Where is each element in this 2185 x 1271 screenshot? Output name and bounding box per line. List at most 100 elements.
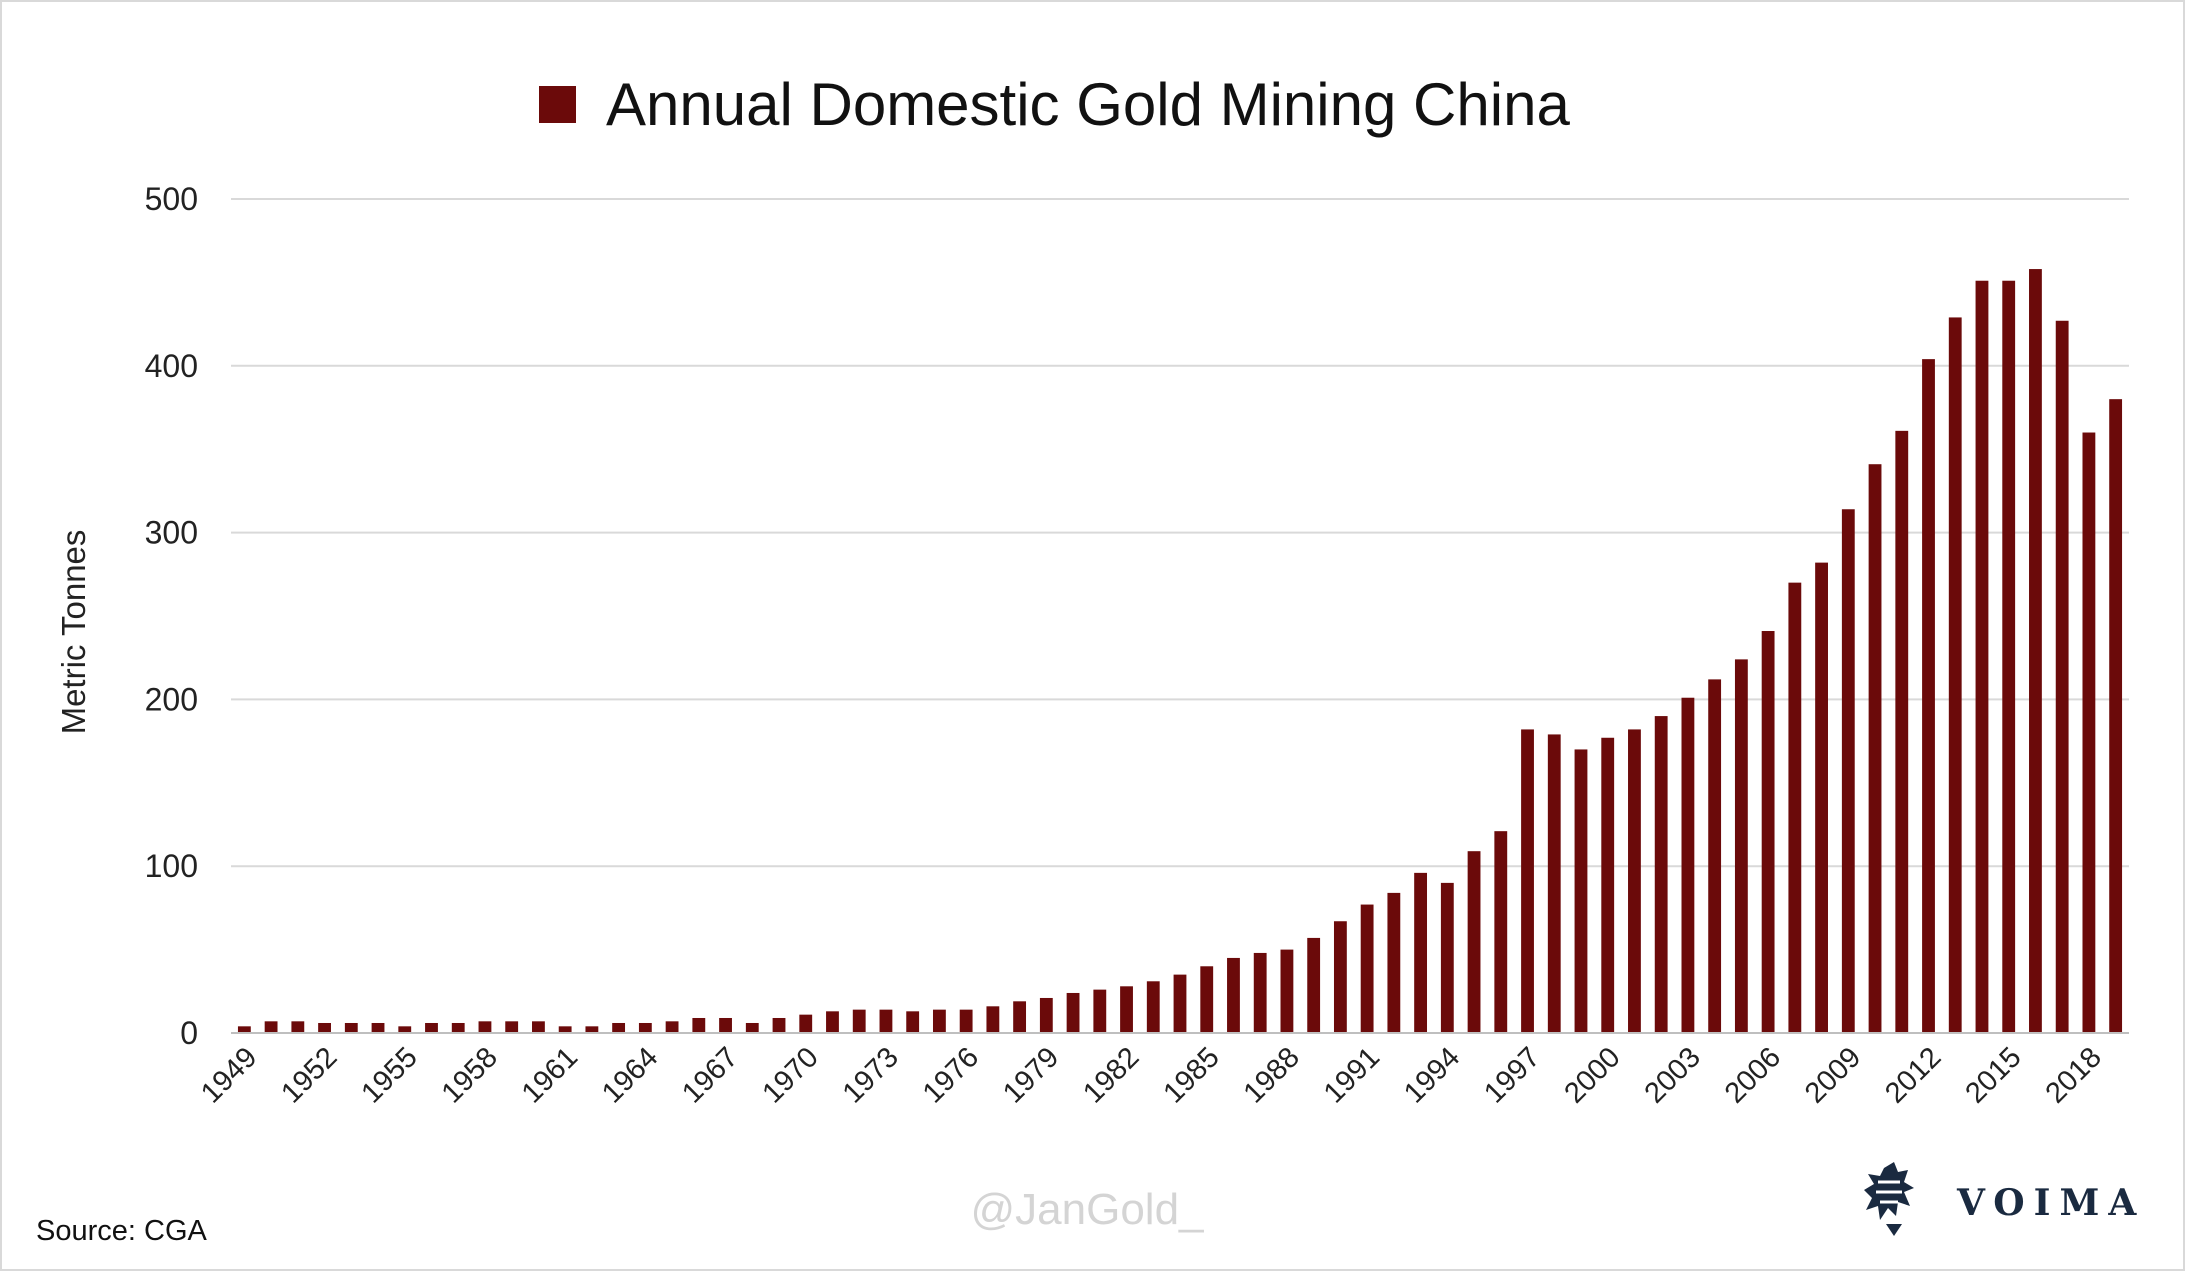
watermark: @JanGold_	[970, 1185, 1204, 1234]
x-tick-label: 1988	[1238, 1041, 1306, 1109]
x-tick-label: 2006	[1719, 1041, 1787, 1109]
bar-1982	[1120, 986, 1133, 1033]
bar-2013	[1948, 317, 1962, 1033]
bar-1997	[1521, 729, 1534, 1033]
bar-2010	[1868, 464, 1882, 1034]
bar-1978	[1013, 1001, 1027, 1033]
x-tick-label: 1964	[596, 1041, 664, 1109]
bar-1991	[1360, 904, 1374, 1033]
bar-1965	[665, 1021, 679, 1033]
bar-1955	[398, 1026, 412, 1033]
bar-2004	[1708, 679, 1722, 1033]
bar-2002	[1654, 716, 1668, 1033]
x-tick-label: 2018	[2040, 1041, 2108, 1109]
bar-1949	[237, 1026, 251, 1033]
x-tick-label: 1952	[275, 1041, 343, 1109]
x-tick-label: 2000	[1558, 1041, 1626, 1109]
bar-2012	[1922, 359, 1935, 1033]
bar-1967	[719, 1017, 732, 1033]
bar-1972	[852, 1009, 866, 1033]
bar-2018	[2082, 432, 2096, 1033]
x-tick-label: 1967	[676, 1041, 744, 1109]
x-tick-label: 2003	[1639, 1041, 1707, 1109]
bar-2007	[1788, 582, 1802, 1033]
bar-1976	[959, 1009, 973, 1033]
bar-1952	[318, 1022, 331, 1033]
bar-1993	[1414, 872, 1428, 1033]
bar-1959	[505, 1021, 519, 1033]
x-tick-label: 1958	[436, 1041, 504, 1109]
chart-title: Annual Domestic Gold Mining China	[606, 71, 1570, 138]
bar-1994	[1440, 882, 1454, 1033]
bar-1977	[986, 1006, 1000, 1033]
bar-1981	[1093, 989, 1107, 1033]
bar-1957	[451, 1022, 465, 1033]
bar-1954	[371, 1022, 385, 1033]
x-tick-label: 1994	[1398, 1041, 1466, 1109]
bar-1956	[425, 1022, 438, 1033]
bar-1962	[585, 1026, 599, 1033]
bar-1968	[745, 1022, 759, 1033]
bar-2019	[2109, 399, 2123, 1033]
x-tick-label: 1961	[516, 1041, 584, 1109]
bar-2003	[1681, 697, 1695, 1033]
bar-2005	[1734, 659, 1748, 1033]
bar-1999	[1574, 749, 1588, 1033]
bar-1989	[1307, 937, 1321, 1033]
bar-1958	[478, 1021, 492, 1033]
bar-2016	[2029, 269, 2042, 1033]
y-tick-label: 400	[145, 348, 198, 384]
bar-2009	[1841, 509, 1855, 1033]
bar-1980	[1066, 992, 1080, 1033]
bar-1995	[1467, 851, 1481, 1033]
bar-1998	[1547, 734, 1561, 1033]
bar-1969	[772, 1017, 786, 1033]
x-axis-ticks: 1949 1952 1955 1958 1961 1964 1967 1970 1973 1976…	[195, 1041, 2108, 1109]
bar-2001	[1628, 729, 1641, 1033]
x-tick-label: 1976	[917, 1041, 985, 1109]
bar-1990	[1333, 921, 1347, 1033]
bar-2011	[1895, 430, 1909, 1034]
bar-1961	[558, 1026, 572, 1033]
bar-2000	[1601, 737, 1615, 1033]
lion-rampant-logo-icon	[1864, 1162, 1914, 1236]
bar-2015	[2002, 280, 2016, 1034]
x-tick-label: 2009	[1799, 1041, 1867, 1109]
bars	[237, 269, 2123, 1034]
x-tick-label: 1973	[837, 1041, 905, 1109]
bar-1984	[1173, 974, 1187, 1033]
bar-1951	[291, 1021, 305, 1033]
y-tick-label: 0	[180, 1015, 198, 1051]
bar-2014	[1975, 280, 1989, 1034]
source-note: Source: CGA	[36, 1215, 207, 1247]
bar-1975	[932, 1009, 946, 1033]
bar-1973	[879, 1009, 893, 1033]
bar-2008	[1815, 562, 1828, 1033]
x-tick-label: 2015	[1959, 1041, 2027, 1109]
legend: Annual Domestic Gold Mining China	[539, 71, 1570, 138]
bar-2006	[1761, 631, 1775, 1033]
x-tick-label: 1982	[1077, 1041, 1145, 1109]
x-tick-label: 2012	[1879, 1041, 1947, 1109]
gridlines	[231, 198, 2129, 868]
x-tick-label: 1970	[756, 1041, 824, 1109]
y-tick-label: 300	[145, 515, 198, 551]
y-tick-label: 500	[145, 181, 198, 217]
x-tick-label: 1979	[997, 1041, 1065, 1109]
x-tick-label: 1985	[1157, 1041, 1225, 1109]
bar-1963	[612, 1022, 626, 1033]
x-tick-label: 1955	[355, 1041, 423, 1109]
bar-1950	[264, 1021, 278, 1033]
x-tick-label: 1991	[1318, 1041, 1386, 1109]
bar-1964	[638, 1022, 652, 1033]
x-tick-label: 1949	[195, 1041, 263, 1109]
brand-name: VOIMA	[1956, 1182, 2145, 1224]
bar-1996	[1494, 831, 1508, 1033]
bar-1971	[826, 1011, 839, 1033]
bar-1953	[344, 1022, 358, 1033]
bar-1966	[692, 1017, 706, 1033]
bar-1987	[1253, 952, 1267, 1033]
y-axis-label: Metric Tonnes	[55, 530, 92, 735]
